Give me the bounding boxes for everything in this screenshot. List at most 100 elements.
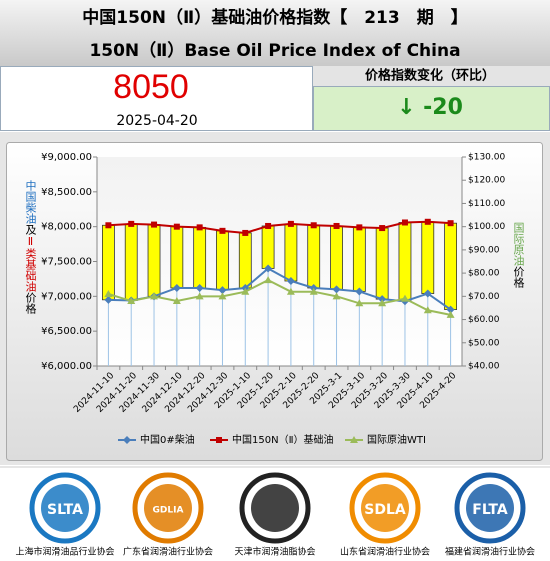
point <box>219 227 226 234</box>
point <box>172 296 181 304</box>
point <box>379 225 386 232</box>
y2-tick-label: $80.00 <box>468 269 500 279</box>
change-label: 价格指数变化（环比） <box>365 68 495 84</box>
change-value: ↓ -20 <box>397 95 463 120</box>
up-down-bar <box>193 226 207 289</box>
logo-name: 天津市润滑油脂协会 <box>234 546 315 558</box>
logo-abbr: SLTA <box>47 502 83 518</box>
legend-label: 中国0#柴油 <box>140 433 195 446</box>
y-axis-title-part: 价格 <box>24 292 37 315</box>
point <box>355 287 364 296</box>
series-line <box>108 278 451 316</box>
up-down-bar <box>238 232 252 289</box>
up-down-bar <box>102 224 115 301</box>
up-down-bar <box>398 222 412 302</box>
y2-tick-label: $110.00 <box>468 199 505 209</box>
point <box>150 292 159 300</box>
y-tick-label: ¥9,000.00 <box>41 152 92 163</box>
point <box>104 295 113 304</box>
point <box>242 229 249 236</box>
legend-marker <box>350 436 358 443</box>
up-down-bar <box>307 224 321 289</box>
up-down-bar <box>444 222 457 310</box>
index-date: 2025-04-20 <box>116 113 197 129</box>
change-label-bg <box>313 66 550 86</box>
point <box>446 305 455 314</box>
point <box>172 283 181 292</box>
y2-tick-label: $130.00 <box>468 153 505 163</box>
point <box>309 287 318 295</box>
up-down-bar <box>330 225 343 290</box>
logo-core <box>251 484 299 532</box>
y2-axis-title-part: 国际原油 <box>512 222 525 266</box>
point <box>287 220 294 227</box>
point <box>286 277 295 286</box>
point <box>310 222 317 229</box>
point <box>105 222 112 229</box>
title: 中国150N（Ⅱ）基础油价格指数【 213 期 】 <box>82 7 467 28</box>
point <box>195 292 204 300</box>
logo-abbr: SDLA <box>364 502 406 518</box>
y-tick-label: ¥8,000.00 <box>41 222 92 233</box>
legend-label: 中国150N（Ⅱ）基础油 <box>232 433 334 446</box>
point <box>264 276 273 284</box>
point <box>446 310 455 318</box>
point <box>378 295 387 304</box>
logo-abbr: FLTA <box>472 502 508 518</box>
y-tick-label: ¥8,500.00 <box>41 187 92 198</box>
point <box>151 221 158 228</box>
subtitle: 150N（Ⅱ）Base Oil Price Index of China <box>89 40 460 61</box>
point <box>128 220 135 227</box>
logo-abbr: GDLIA <box>153 506 184 516</box>
up-down-bar <box>170 226 184 289</box>
y2-tick-label: $70.00 <box>468 292 500 302</box>
index-value: 8050 <box>113 68 189 106</box>
point <box>332 285 341 294</box>
point <box>196 224 203 231</box>
series-line <box>108 220 451 234</box>
point <box>195 283 204 292</box>
logo-name: 福建省润滑油行业协会 <box>445 546 535 558</box>
logo-name: 广东省润滑油行业协会 <box>123 546 213 558</box>
point <box>286 287 295 295</box>
legend-label: 国际原油WTI <box>367 433 426 446</box>
y2-tick-label: $50.00 <box>468 338 500 348</box>
y2-axis-title: 国际原油价格 <box>512 222 525 289</box>
point <box>332 292 341 300</box>
y-axis-title-part: 中国柴油 <box>24 180 37 224</box>
up-down-bar <box>352 226 366 292</box>
y-axis-title-part: Ⅱ类基础油 <box>24 235 37 292</box>
point <box>127 296 136 304</box>
point <box>423 289 432 298</box>
point <box>333 222 340 229</box>
y2-tick-label: $40.00 <box>468 362 500 372</box>
point <box>265 222 272 229</box>
y2-axis-title-part: 价格 <box>512 266 525 289</box>
point <box>104 290 113 298</box>
logo-core <box>144 484 192 532</box>
point <box>378 299 387 307</box>
point <box>355 299 364 307</box>
up-down-bar <box>375 227 389 300</box>
y-axis-title-part: 及 <box>24 224 37 235</box>
y-tick-label: ¥7,000.00 <box>41 291 92 302</box>
y-axis-title: 中国柴油及 Ⅱ类基础油价格 <box>24 180 37 315</box>
y2-tick-label: $90.00 <box>468 245 500 255</box>
y-tick-label: ¥6,000.00 <box>41 361 92 372</box>
up-down-bar <box>421 221 435 294</box>
point <box>447 220 454 227</box>
y-tick-label: ¥6,500.00 <box>41 326 92 337</box>
logo-name: 上海市润滑油品行业协会 <box>15 546 114 558</box>
legend-marker <box>216 437 222 443</box>
point <box>424 218 431 225</box>
point <box>173 223 180 230</box>
y2-tick-label: $100.00 <box>468 222 505 232</box>
point <box>218 292 227 300</box>
logo-core <box>41 484 89 532</box>
logo-core <box>361 484 409 532</box>
logo-core <box>466 484 514 532</box>
point <box>218 286 227 295</box>
point <box>423 306 432 314</box>
up-down-bar <box>147 224 161 297</box>
